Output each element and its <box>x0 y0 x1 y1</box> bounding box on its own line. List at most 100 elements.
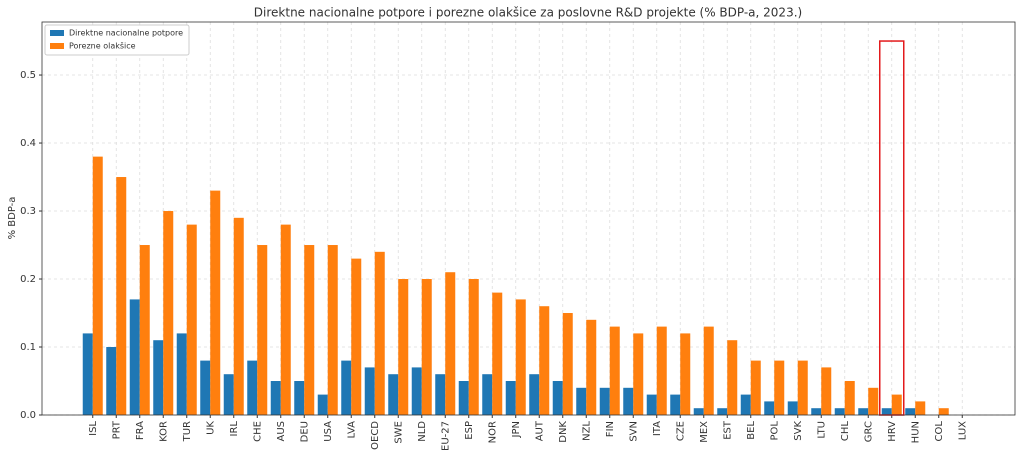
chart-title: Direktne nacionalne potpore i porezne ol… <box>254 6 802 20</box>
bar <box>398 279 409 415</box>
x-tick-label: CHE <box>252 421 263 442</box>
bar <box>670 394 681 415</box>
legend-label: Direktne nacionalne potpore <box>69 29 183 38</box>
x-tick-label: NZL <box>581 421 592 441</box>
bar <box>421 279 432 415</box>
y-axis-label: % BDP-a <box>7 197 18 240</box>
x-tick-label: LUX <box>957 421 968 440</box>
bar <box>116 177 127 415</box>
x-tick-label: ISL <box>88 421 99 436</box>
bar <box>233 217 244 415</box>
bar <box>210 190 221 415</box>
x-tick-label: PRT <box>111 420 122 439</box>
y-tick-label: 0.4 <box>20 138 36 149</box>
bar <box>505 381 516 415</box>
bar <box>633 333 644 415</box>
x-tick-label: OECD <box>370 421 381 450</box>
x-tick-label: DNK <box>558 421 569 443</box>
x-tick-label: CZE <box>675 421 686 441</box>
x-tick-label: FIN <box>605 421 616 437</box>
bar <box>727 340 738 415</box>
bar <box>92 156 103 416</box>
bar <box>515 299 526 415</box>
bar <box>905 408 916 415</box>
x-tick-label: JPN <box>511 421 522 438</box>
bar <box>821 367 832 415</box>
bar <box>388 374 399 415</box>
y-tick-label: 0.2 <box>20 274 36 285</box>
bar <box>364 367 375 415</box>
x-tick-label: POL <box>769 421 780 441</box>
bar <box>740 394 751 415</box>
bar <box>468 279 479 415</box>
bar <box>562 313 573 415</box>
x-tick-label: NLD <box>417 421 428 442</box>
y-tick-label: 0.5 <box>20 70 36 81</box>
bar <box>176 333 187 415</box>
x-tick-label: SVN <box>628 421 639 442</box>
x-tick-label: IRL <box>229 421 240 437</box>
bar <box>764 401 775 415</box>
legend: Direktne nacionalne potpore Porezne olakš… <box>44 24 190 56</box>
x-tick-label: MEX <box>699 421 710 443</box>
bar <box>703 326 714 415</box>
bar <box>552 381 563 415</box>
bar <box>82 333 93 415</box>
bar <box>787 401 798 415</box>
bar <box>458 381 469 415</box>
bar <box>129 299 140 415</box>
bar <box>106 347 117 415</box>
bar <box>529 374 540 415</box>
bar <box>435 374 446 415</box>
x-tick-label: FRA <box>135 421 146 440</box>
bar <box>411 367 422 415</box>
bar <box>881 408 892 415</box>
x-tick-label: USA <box>323 421 334 442</box>
plot-frame <box>41 21 1016 416</box>
bar <box>445 272 456 415</box>
bar <box>750 360 761 415</box>
y-tick-label: 0.1 <box>20 342 36 353</box>
bar <box>834 408 845 415</box>
x-tick-label: BEL <box>746 421 757 440</box>
bar <box>304 245 315 415</box>
bar <box>858 408 869 415</box>
y-tick-label: 0.0 <box>20 410 36 421</box>
bar <box>200 360 211 415</box>
legend-swatch <box>50 30 64 36</box>
bar <box>891 394 902 415</box>
x-tick-label: COL <box>934 421 945 442</box>
legend-label: Porezne olakšice <box>69 41 136 51</box>
bar <box>186 224 197 415</box>
bar <box>623 387 634 415</box>
bar <box>351 258 362 415</box>
x-tick-label: AUS <box>276 421 287 442</box>
bar <box>811 408 822 415</box>
x-tick-label: KOR <box>158 421 169 442</box>
x-tick-label: UK <box>205 421 216 435</box>
bar <box>223 374 234 415</box>
x-tick-label: DEU <box>299 421 310 442</box>
x-tick-label: ITA <box>652 421 663 436</box>
bar <box>492 292 503 415</box>
bar <box>938 408 949 415</box>
bar <box>294 381 305 415</box>
x-tick-label: EU-27 <box>440 421 451 451</box>
x-tick-label: TUR <box>182 421 193 442</box>
bar <box>341 360 352 415</box>
bar <box>586 319 597 415</box>
x-tick-label: LTU <box>816 421 827 439</box>
x-tick-label: SVK <box>793 421 804 441</box>
x-tick-label: HRV <box>887 421 898 442</box>
bar <box>717 408 728 415</box>
bar <box>774 360 785 415</box>
bar <box>139 245 150 415</box>
x-tick-label: LVA <box>346 421 357 439</box>
bar <box>844 381 855 415</box>
bar <box>327 245 338 415</box>
x-tick-label: EST <box>722 420 733 440</box>
bar <box>482 374 493 415</box>
bar <box>693 408 704 415</box>
bar <box>163 211 174 415</box>
bar <box>599 387 610 415</box>
